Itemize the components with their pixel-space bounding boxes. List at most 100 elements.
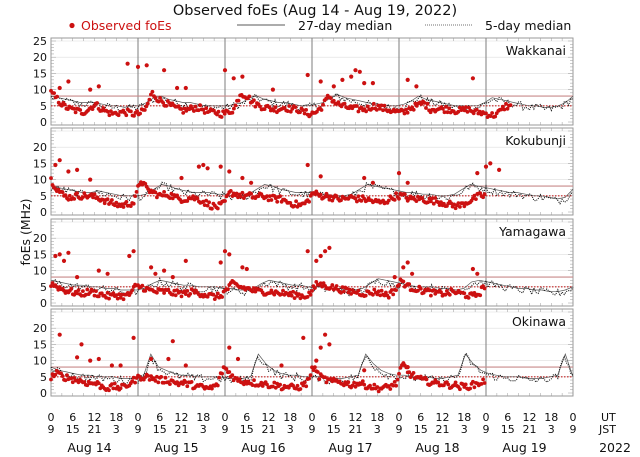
observed-point bbox=[110, 382, 114, 386]
station-panel-wakkanai: 0 5 10 15 20 25 Wakkanai bbox=[33, 35, 574, 129]
median-27day-line bbox=[50, 94, 574, 108]
observed-point bbox=[162, 68, 167, 73]
y-tick-label: 5 bbox=[40, 281, 47, 294]
observed-point bbox=[107, 388, 111, 393]
y-tick-label: 15 bbox=[33, 67, 47, 80]
observed-point bbox=[183, 292, 188, 296]
observed-point bbox=[49, 176, 53, 181]
observed-point bbox=[382, 103, 387, 108]
observed-point bbox=[355, 104, 359, 108]
observed-point bbox=[73, 110, 78, 115]
observed-point bbox=[53, 162, 58, 168]
observed-point bbox=[201, 107, 206, 112]
observed-point bbox=[62, 102, 67, 107]
observed-point bbox=[474, 197, 478, 202]
observed-point bbox=[350, 383, 355, 388]
observed-point bbox=[202, 203, 207, 208]
jst-tick-label: 21 bbox=[88, 423, 102, 436]
jst-tick-label: 9 bbox=[48, 423, 55, 436]
observed-point bbox=[289, 293, 294, 298]
observed-point bbox=[411, 371, 416, 375]
observed-point bbox=[196, 108, 201, 113]
observed-point bbox=[147, 97, 152, 102]
observed-point bbox=[420, 196, 425, 200]
observed-point bbox=[293, 105, 298, 109]
y-tick-label: 20 bbox=[33, 51, 47, 64]
observed-point bbox=[372, 287, 377, 292]
observed-point bbox=[462, 108, 467, 113]
observed-point bbox=[196, 164, 201, 169]
jst-tick-label: 3 bbox=[461, 423, 468, 436]
observed-point bbox=[219, 115, 224, 119]
observed-point bbox=[394, 288, 398, 292]
observed-point bbox=[425, 101, 430, 106]
ut-tick-label: 18 bbox=[370, 411, 384, 424]
ut-label: UT bbox=[601, 411, 616, 424]
observed-point bbox=[70, 380, 75, 385]
observed-point bbox=[92, 192, 97, 197]
observed-point bbox=[323, 194, 327, 199]
observed-point bbox=[81, 289, 85, 293]
observed-point bbox=[460, 382, 465, 387]
jst-tick-label: 3 bbox=[374, 423, 381, 436]
observed-point bbox=[414, 84, 419, 89]
observed-point bbox=[66, 250, 71, 255]
y-tick-label: 10 bbox=[33, 265, 47, 278]
legend-27day-label: 27-day median bbox=[298, 18, 392, 33]
observed-point bbox=[156, 380, 161, 385]
observed-point bbox=[179, 107, 184, 111]
y-tick-label: 20 bbox=[33, 322, 47, 335]
observed-point bbox=[371, 292, 375, 297]
observed-point bbox=[421, 290, 426, 295]
observed-point bbox=[505, 106, 510, 111]
observed-point bbox=[60, 190, 65, 195]
observed-point bbox=[452, 202, 456, 207]
observed-point bbox=[356, 194, 361, 199]
observed-point bbox=[207, 200, 212, 205]
y-tick-label: 10 bbox=[33, 174, 47, 187]
observed-point bbox=[430, 196, 435, 201]
observed-point bbox=[88, 358, 93, 363]
observed-point bbox=[321, 102, 325, 107]
observed-point bbox=[179, 175, 184, 181]
observed-point bbox=[411, 107, 416, 112]
observed-point bbox=[405, 180, 410, 185]
observed-point bbox=[131, 375, 136, 380]
observed-point bbox=[460, 201, 465, 206]
observed-point bbox=[443, 292, 448, 297]
observed-point bbox=[222, 249, 228, 254]
observed-point bbox=[227, 169, 232, 174]
observed-point bbox=[416, 288, 420, 293]
observed-point bbox=[140, 283, 145, 288]
observed-point bbox=[268, 194, 272, 199]
observed-point bbox=[447, 292, 452, 297]
observed-point bbox=[424, 377, 429, 382]
observed-point bbox=[431, 201, 436, 206]
observed-point bbox=[169, 191, 174, 196]
observed-point bbox=[444, 104, 448, 109]
observed-point bbox=[121, 205, 126, 209]
observed-point bbox=[72, 292, 77, 297]
observed-point bbox=[178, 289, 183, 294]
observed-point bbox=[168, 382, 172, 386]
observed-point bbox=[353, 68, 358, 73]
observed-point bbox=[392, 275, 397, 280]
observed-point bbox=[272, 292, 277, 297]
observed-point bbox=[149, 374, 154, 379]
observed-point bbox=[60, 374, 65, 378]
observed-point bbox=[204, 198, 209, 203]
observed-point bbox=[162, 380, 167, 385]
observed-point bbox=[217, 375, 222, 380]
observed-point bbox=[146, 374, 151, 378]
observed-point bbox=[142, 108, 147, 112]
ut-tick-label: 6 bbox=[156, 411, 163, 424]
observed-point bbox=[353, 384, 358, 389]
observed-point bbox=[220, 295, 225, 299]
observed-point bbox=[370, 106, 375, 111]
observed-point bbox=[63, 378, 68, 383]
observed-point bbox=[465, 110, 470, 114]
observed-point bbox=[125, 61, 130, 66]
observed-point bbox=[447, 106, 451, 111]
observed-point bbox=[474, 107, 479, 112]
y-tick-label: 15 bbox=[33, 157, 47, 170]
